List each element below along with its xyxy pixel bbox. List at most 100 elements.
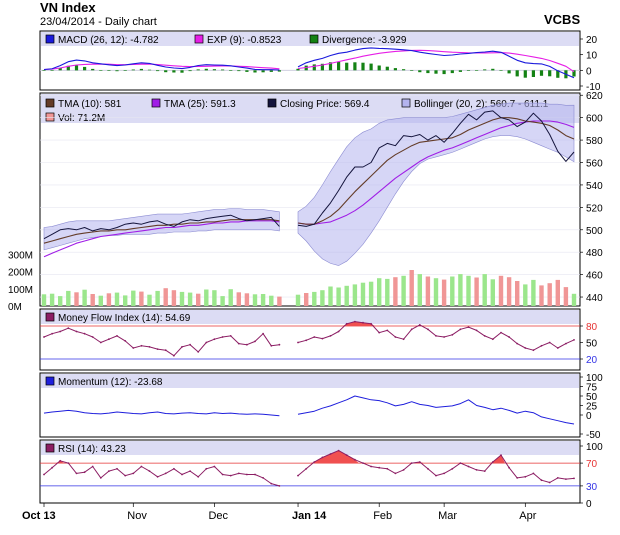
divergence-bar — [377, 65, 381, 71]
price-y-tick: 460 — [586, 271, 603, 282]
rsi-point — [337, 449, 340, 452]
mfi-point — [313, 336, 316, 338]
volume-bar — [244, 293, 250, 306]
volume-bar — [368, 281, 374, 306]
divergence-bar — [139, 68, 143, 71]
volume-bar — [539, 285, 544, 306]
mfi-point — [516, 342, 519, 345]
volume-bar — [277, 296, 282, 306]
divergence-bar — [66, 65, 70, 71]
x-axis-label: Nov — [127, 510, 147, 522]
divergence-bar — [261, 70, 265, 73]
mfi-point — [229, 335, 232, 337]
rsi-point — [524, 475, 527, 478]
rsi-point — [573, 477, 575, 480]
momentum-y-tick: 100 — [586, 373, 603, 384]
x-axis-label: Oct 13 — [22, 510, 56, 522]
divergence-bar — [212, 69, 216, 71]
rsi-point — [427, 467, 429, 470]
rsi-point — [459, 462, 462, 464]
volume-bar — [304, 293, 309, 306]
mfi-point — [378, 331, 381, 334]
rsi-point — [565, 478, 567, 480]
mfi-point — [483, 335, 486, 337]
bollinger-band — [297, 102, 575, 266]
divergence-bar — [296, 68, 300, 71]
macd-line — [43, 47, 575, 79]
divergence-bar — [548, 70, 552, 77]
rsi-point — [59, 459, 62, 462]
volume-bar — [131, 290, 136, 306]
mfi-point — [337, 330, 340, 333]
volume-bar — [482, 274, 487, 306]
rsi-point — [213, 465, 216, 468]
rsi-y-tick: 70 — [586, 459, 598, 470]
macd-legend-swatch — [309, 34, 319, 44]
macd-legend-swatch — [194, 34, 204, 44]
divergence-bar — [361, 62, 365, 71]
mfi-point — [524, 347, 527, 349]
divergence-bar — [196, 69, 200, 71]
mfi-point — [443, 336, 445, 338]
mfi-point — [140, 344, 143, 347]
volume-bar — [236, 292, 241, 306]
volume-bar — [344, 285, 349, 306]
rsi-point — [475, 469, 478, 471]
rsi-point — [229, 474, 232, 477]
bollinger-band — [43, 208, 280, 251]
mfi-point — [124, 340, 127, 342]
mfi-point — [148, 346, 151, 348]
mfi-point — [500, 331, 502, 334]
mfi-legend-band — [41, 310, 579, 324]
rsi-point — [205, 467, 208, 470]
mfi-y-tick: 80 — [586, 322, 598, 333]
volume-bar — [458, 274, 463, 306]
rsi-point — [173, 467, 175, 470]
price-legend-swatch — [151, 98, 161, 108]
mfi-point — [386, 329, 389, 332]
rsi-point — [270, 482, 273, 485]
divergence-bar — [172, 70, 176, 73]
mfi-point — [91, 336, 94, 338]
price-legend-label: Vol: 71.2M — [58, 113, 105, 124]
volume-bar — [90, 294, 95, 306]
macd-y-tick: 20 — [586, 35, 598, 46]
rsi-point — [262, 477, 264, 479]
x-axis-label: Mar — [438, 510, 457, 522]
divergence-bar — [523, 70, 527, 78]
rsi-point — [345, 454, 348, 456]
volume-bar — [196, 293, 201, 306]
divergence-bar — [164, 70, 168, 73]
mfi-point — [173, 354, 175, 357]
mfi-point — [362, 321, 364, 324]
rsi-point — [43, 473, 45, 476]
rsi-point — [435, 474, 437, 477]
volume-bar — [295, 294, 301, 306]
x-axis-label: Jan 14 — [292, 510, 327, 522]
volume-bar — [433, 278, 439, 306]
divergence-bar — [515, 70, 519, 77]
macd-legend-label: MACD (26, 12): -4.782 — [58, 35, 159, 46]
mfi-point — [548, 341, 551, 344]
rsi-point — [313, 461, 316, 463]
rsi-point — [548, 481, 551, 484]
rsi-y-tick: 100 — [586, 442, 603, 453]
mfi-y-tick: 50 — [586, 339, 598, 350]
momentum-y-tick: 25 — [586, 402, 598, 413]
volume-bar — [474, 277, 479, 306]
volume-bar — [187, 292, 193, 306]
momentum-y-tick: 50 — [586, 392, 598, 403]
rsi-point — [516, 477, 519, 479]
mfi-point — [108, 338, 110, 341]
chart-subtitle: 23/04/2014 - Daily chart — [40, 16, 157, 28]
rsi-point — [124, 474, 127, 477]
volume-bar — [74, 292, 79, 306]
rsi-point — [410, 462, 413, 464]
volume-bar — [490, 279, 495, 306]
volume-bar — [66, 290, 71, 306]
mfi-point — [51, 332, 53, 335]
mfi-point — [451, 333, 454, 336]
divergence-bar — [221, 69, 225, 71]
price-legend-label: Bollinger (20, 2): 560.7 - 611.1 — [414, 99, 549, 110]
volume-bar — [269, 295, 274, 306]
